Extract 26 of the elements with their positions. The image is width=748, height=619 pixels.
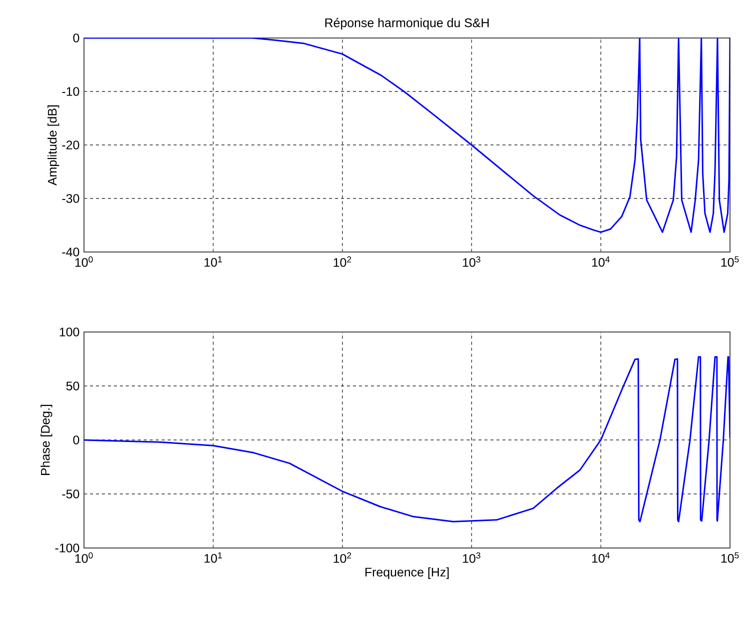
y-tick-label: 0 <box>73 436 80 444</box>
chart-title: Réponse harmonique du S&H <box>325 18 489 30</box>
y-tick-label: 0 <box>73 34 80 42</box>
y-tick-label: 100 <box>60 328 80 336</box>
y-tick-label: -20 <box>62 140 80 150</box>
x-tick-label: 10$^{3}$ <box>462 552 480 563</box>
x-tick-label: 10$^{5}$ <box>721 552 739 563</box>
y-axis-title: Amplitude [dB] <box>48 105 60 186</box>
y-axis-title: Phase [Deg.] <box>40 404 52 475</box>
x-tick-label: 10$^{1}$ <box>204 256 222 267</box>
x-tick-label: 10$^{2}$ <box>334 256 352 267</box>
x-tick-label: 10$^{1}$ <box>204 552 222 563</box>
x-axis-title: Frequence [Hz] <box>365 567 449 579</box>
y-tick-label: -10 <box>62 87 80 96</box>
x-tick-label: 10$^{0}$ <box>75 552 93 563</box>
y-tick-label: -100 <box>55 544 80 552</box>
y-tick-label: -30 <box>62 194 80 203</box>
y-tick-label: -50 <box>62 490 80 498</box>
x-tick-label: 10$^{3}$ <box>462 256 480 267</box>
x-tick-label: 10$^{4}$ <box>592 256 610 267</box>
x-tick-label: 10$^{5}$ <box>721 256 739 267</box>
x-tick-label: 10$^{2}$ <box>334 552 352 563</box>
x-tick-label: 10$^{4}$ <box>592 552 610 563</box>
y-tick-label: 50 <box>66 382 80 390</box>
x-tick-label: 10$^{0}$ <box>75 256 93 267</box>
y-tick-label: -40 <box>62 248 80 256</box>
